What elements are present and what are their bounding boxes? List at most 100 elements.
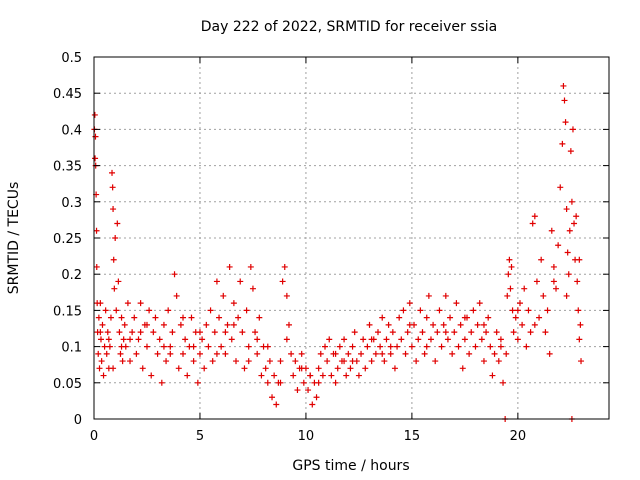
- data-point: [372, 350, 379, 357]
- data-point: [143, 343, 150, 350]
- data-point: [364, 343, 371, 350]
- data-point: [362, 365, 369, 372]
- data-point: [394, 343, 401, 350]
- data-point: [196, 329, 203, 336]
- data-point: [213, 350, 220, 357]
- data-point: [406, 300, 413, 307]
- data-point: [315, 365, 322, 372]
- data-point: [216, 314, 223, 321]
- data-point: [442, 292, 449, 299]
- data-point: [508, 263, 515, 270]
- data-point: [326, 336, 333, 343]
- data-point: [560, 82, 567, 89]
- data-point: [457, 321, 464, 328]
- data-point: [432, 358, 439, 365]
- data-point: [222, 350, 229, 357]
- data-point: [512, 314, 519, 321]
- data-point: [160, 343, 167, 350]
- data-point: [182, 336, 189, 343]
- data-point: [466, 350, 473, 357]
- data-point: [483, 329, 490, 336]
- data-point: [203, 321, 210, 328]
- data-point: [447, 314, 454, 321]
- data-point: [440, 321, 447, 328]
- data-point: [519, 321, 526, 328]
- data-point: [243, 307, 250, 314]
- data-point: [355, 372, 362, 379]
- data-point: [288, 350, 295, 357]
- data-point: [516, 300, 523, 307]
- data-point: [571, 220, 578, 227]
- data-point: [254, 336, 261, 343]
- data-point: [93, 263, 100, 270]
- data-point: [256, 314, 263, 321]
- data-point: [500, 379, 507, 386]
- data-point: [97, 300, 104, 307]
- data-point: [213, 278, 220, 285]
- x-tick-label: 10: [298, 429, 315, 444]
- data-point: [553, 285, 560, 292]
- data-point: [562, 119, 569, 126]
- data-point: [569, 126, 576, 133]
- data-point: [171, 271, 178, 278]
- data-point: [99, 321, 106, 328]
- data-point: [190, 343, 197, 350]
- data-point: [285, 321, 292, 328]
- x-tick-label: 5: [196, 429, 204, 444]
- data-point: [313, 394, 320, 401]
- data-point: [92, 155, 99, 162]
- data-point: [120, 336, 127, 343]
- data-point: [377, 343, 384, 350]
- data-point: [480, 321, 487, 328]
- data-point: [336, 343, 343, 350]
- data-point: [461, 314, 468, 321]
- data-point: [521, 285, 528, 292]
- data-point: [112, 235, 119, 241]
- y-tick-label: 0.15: [53, 304, 82, 319]
- data-point: [264, 379, 271, 386]
- data-point: [563, 206, 570, 213]
- data-point: [550, 263, 557, 270]
- data-point: [568, 198, 575, 205]
- data-point: [177, 321, 184, 328]
- data-point: [341, 358, 348, 365]
- data-point: [575, 307, 582, 314]
- data-point: [332, 350, 339, 357]
- data-point: [294, 387, 301, 394]
- data-point: [137, 300, 144, 307]
- data-point: [374, 329, 381, 336]
- data-point: [555, 242, 562, 249]
- data-point: [391, 365, 398, 372]
- data-point: [188, 314, 195, 321]
- data-point: [228, 336, 235, 343]
- data-point: [430, 321, 437, 328]
- data-point: [341, 336, 348, 343]
- data-point: [404, 329, 411, 336]
- data-point: [235, 314, 242, 321]
- data-point: [434, 329, 441, 336]
- data-point: [118, 314, 125, 321]
- data-point: [504, 292, 511, 299]
- data-point: [110, 256, 117, 263]
- data-point: [239, 329, 246, 336]
- data-point: [273, 401, 280, 408]
- y-tick-label: 0.5: [61, 51, 82, 66]
- data-point: [334, 365, 341, 372]
- data-point: [309, 401, 316, 408]
- y-tick-label: 0.1: [61, 341, 82, 356]
- data-point: [408, 343, 415, 350]
- data-point: [92, 133, 99, 140]
- data-point: [529, 220, 536, 227]
- data-point: [489, 372, 496, 379]
- data-point: [480, 358, 487, 365]
- data-point: [262, 365, 269, 372]
- data-point: [97, 329, 104, 336]
- data-point: [360, 336, 367, 343]
- data-point: [387, 343, 394, 350]
- data-point: [561, 97, 568, 104]
- data-point: [290, 372, 297, 379]
- data-point: [349, 358, 356, 365]
- data-point: [451, 329, 458, 336]
- chart-title: Day 222 of 2022, SRMTID for receiver ssi…: [201, 19, 497, 35]
- data-point: [207, 307, 214, 314]
